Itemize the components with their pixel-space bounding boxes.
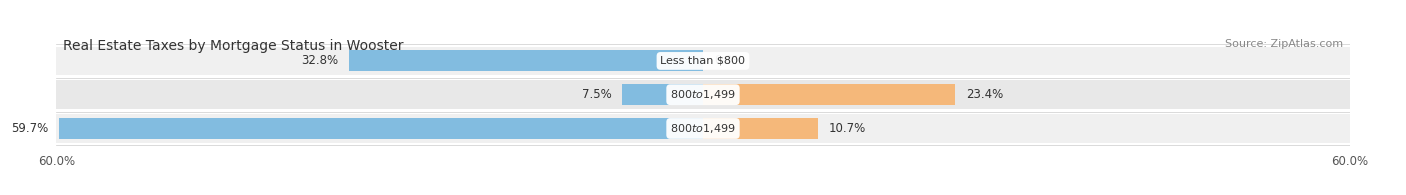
Bar xyxy=(703,84,955,105)
Bar xyxy=(56,114,1350,143)
Text: 7.5%: 7.5% xyxy=(582,88,612,101)
Text: $800 to $1,499: $800 to $1,499 xyxy=(671,88,735,101)
Bar xyxy=(56,80,1350,109)
Text: 10.7%: 10.7% xyxy=(830,122,866,135)
Bar xyxy=(59,118,703,139)
Text: 32.8%: 32.8% xyxy=(301,54,339,67)
Text: 23.4%: 23.4% xyxy=(966,88,1004,101)
Bar xyxy=(56,47,1350,75)
Text: Less than $800: Less than $800 xyxy=(661,56,745,66)
Bar xyxy=(703,118,818,139)
Text: Real Estate Taxes by Mortgage Status in Wooster: Real Estate Taxes by Mortgage Status in … xyxy=(63,39,404,53)
Text: 59.7%: 59.7% xyxy=(11,122,49,135)
Text: Source: ZipAtlas.com: Source: ZipAtlas.com xyxy=(1225,39,1343,49)
Bar xyxy=(621,84,703,105)
Text: 0.0%: 0.0% xyxy=(714,54,744,67)
Text: $800 to $1,499: $800 to $1,499 xyxy=(671,122,735,135)
Bar xyxy=(350,51,703,71)
